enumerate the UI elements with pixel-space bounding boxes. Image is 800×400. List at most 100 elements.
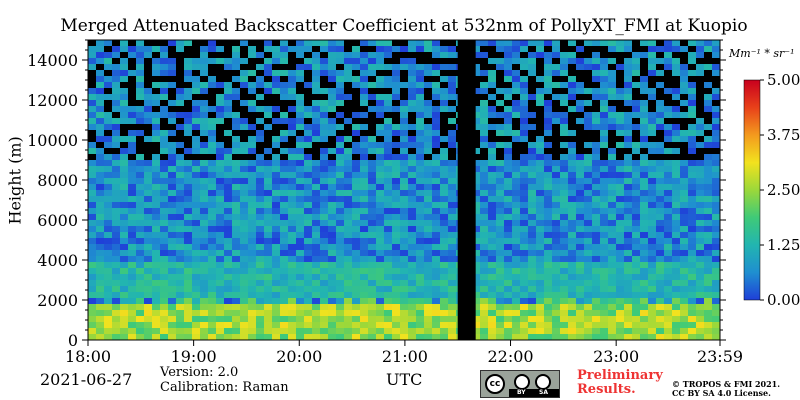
heatmap-cell — [112, 280, 120, 286]
heatmap-cell — [664, 136, 672, 142]
heatmap-cell — [360, 280, 368, 286]
heatmap-cell — [472, 328, 480, 334]
heatmap-cell — [112, 178, 120, 184]
heatmap-cell — [624, 244, 632, 250]
heatmap-cell — [352, 202, 360, 208]
heatmap-cell — [168, 232, 176, 238]
heatmap-cell — [272, 154, 280, 160]
heatmap-cell — [304, 244, 312, 250]
heatmap-cell — [304, 262, 312, 268]
heatmap-cell — [712, 46, 720, 52]
heatmap-cell — [384, 154, 392, 160]
heatmap-cell — [344, 292, 352, 298]
heatmap-cell — [248, 250, 256, 256]
heatmap-cell — [488, 112, 496, 118]
heatmap-cell — [192, 100, 200, 106]
heatmap-cell — [256, 310, 264, 316]
heatmap-cell — [496, 130, 504, 136]
heatmap-cell — [216, 196, 224, 202]
heatmap-cell — [208, 286, 216, 292]
heatmap-cell — [96, 310, 104, 316]
heatmap-cell — [224, 106, 232, 112]
heatmap-cell — [504, 76, 512, 82]
heatmap-cell — [376, 316, 384, 322]
heatmap-cell — [424, 256, 432, 262]
heatmap-cell — [200, 244, 208, 250]
heatmap-cell — [208, 268, 216, 274]
heatmap-cell — [648, 70, 656, 76]
heatmap-cell — [192, 136, 200, 142]
heatmap-cell — [504, 286, 512, 292]
heatmap-cell — [272, 334, 280, 340]
heatmap-cell — [376, 190, 384, 196]
heatmap-cell — [120, 46, 128, 52]
colorbar-tick-label: 0.00 — [767, 291, 800, 309]
heatmap-cell — [200, 256, 208, 262]
heatmap-cell — [168, 304, 176, 310]
heatmap-cell — [368, 304, 376, 310]
heatmap-cell — [320, 58, 328, 64]
heatmap-cell — [104, 94, 112, 100]
heatmap-cell — [560, 64, 568, 70]
heatmap-cell — [360, 70, 368, 76]
heatmap-cell — [704, 286, 712, 292]
heatmap-cell — [488, 334, 496, 340]
heatmap-cell — [664, 304, 672, 310]
heatmap-cell — [160, 280, 168, 286]
heatmap-cell — [448, 244, 456, 250]
heatmap-cell — [424, 310, 432, 316]
heatmap-cell — [552, 310, 560, 316]
heatmap-cell — [376, 322, 384, 328]
heatmap-cell — [296, 310, 304, 316]
heatmap-cell — [136, 88, 144, 94]
heatmap-cell — [264, 88, 272, 94]
heatmap-cell — [160, 52, 168, 58]
heatmap-cell — [272, 178, 280, 184]
heatmap-cell — [616, 220, 624, 226]
heatmap-cell — [552, 268, 560, 274]
heatmap-cell — [616, 142, 624, 148]
heatmap-cell — [160, 142, 168, 148]
heatmap-cell — [328, 244, 336, 250]
heatmap-cell — [552, 274, 560, 280]
heatmap-cell — [128, 202, 136, 208]
heatmap-cell — [696, 286, 704, 292]
heatmap-cell — [288, 190, 296, 196]
heatmap-cell — [688, 238, 696, 244]
heatmap-cell — [272, 238, 280, 244]
heatmap-cell — [176, 88, 184, 94]
heatmap-cell — [360, 244, 368, 250]
heatmap-cell — [336, 226, 344, 232]
heatmap-cell — [416, 160, 424, 166]
heatmap-cell — [400, 214, 408, 220]
heatmap-cell — [608, 154, 616, 160]
heatmap-cell — [168, 82, 176, 88]
heatmap-cell — [672, 226, 680, 232]
heatmap-cell — [168, 172, 176, 178]
heatmap-cell — [472, 292, 480, 298]
heatmap-cell — [168, 280, 176, 286]
heatmap-cell — [184, 334, 192, 340]
heatmap-cell — [688, 310, 696, 316]
heatmap-cell — [448, 130, 456, 136]
cc-license-badge[interactable]: cc BY SA — [480, 370, 560, 398]
heatmap-cell — [184, 202, 192, 208]
heatmap-cell — [504, 52, 512, 58]
heatmap-cell — [360, 238, 368, 244]
x-tick-label: 20:00 — [276, 347, 322, 366]
heatmap-cell — [304, 136, 312, 142]
heatmap-cell — [104, 292, 112, 298]
heatmap-cell — [344, 52, 352, 58]
heatmap-cell — [600, 286, 608, 292]
heatmap-cell — [168, 250, 176, 256]
heatmap-cell — [528, 196, 536, 202]
heatmap-cell — [160, 214, 168, 220]
heatmap-cell — [200, 142, 208, 148]
heatmap-cell — [368, 136, 376, 142]
heatmap-cell — [128, 106, 136, 112]
heatmap-cell — [160, 244, 168, 250]
heatmap-cell — [688, 94, 696, 100]
heatmap-cell — [336, 238, 344, 244]
heatmap-cell — [496, 238, 504, 244]
heatmap-cell — [152, 184, 160, 190]
